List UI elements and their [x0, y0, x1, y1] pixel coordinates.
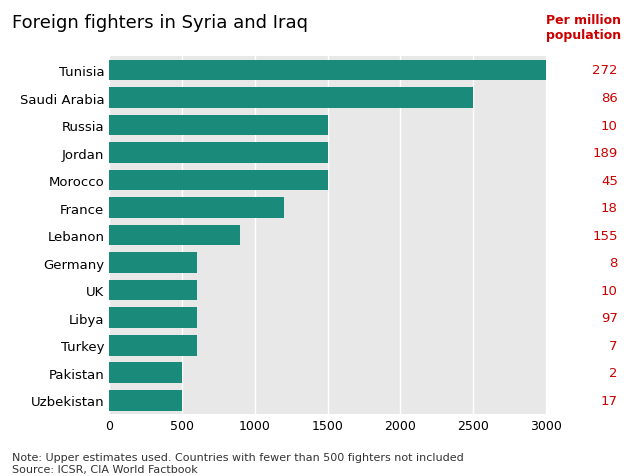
Text: 45: 45	[601, 174, 618, 187]
Bar	[109, 335, 197, 356]
Bar	[109, 253, 197, 273]
Bar	[109, 307, 197, 328]
Text: Foreign fighters in Syria and Iraq: Foreign fighters in Syria and Iraq	[12, 14, 308, 32]
Bar	[109, 363, 182, 383]
Text: 272: 272	[592, 64, 618, 77]
Text: 10: 10	[601, 119, 618, 132]
Bar	[109, 60, 546, 81]
Bar	[109, 280, 197, 301]
Text: 155: 155	[592, 229, 618, 242]
Bar	[109, 198, 284, 218]
Bar	[109, 143, 328, 164]
Bar	[109, 88, 473, 109]
Bar	[109, 390, 182, 411]
Text: 10: 10	[601, 284, 618, 297]
Text: Note: Upper estimates used. Countries with fewer than 500 fighters not included
: Note: Upper estimates used. Countries wi…	[12, 452, 464, 474]
Text: 17: 17	[601, 394, 618, 407]
Text: 18: 18	[601, 202, 618, 215]
Bar	[109, 116, 328, 136]
Text: 189: 189	[593, 147, 618, 160]
Text: 8: 8	[610, 257, 618, 269]
Text: 2: 2	[609, 367, 618, 379]
Text: 86: 86	[601, 92, 618, 105]
Text: Per million
population: Per million population	[546, 14, 621, 42]
Bar	[109, 170, 328, 191]
Text: 97: 97	[601, 311, 618, 325]
Text: 7: 7	[609, 339, 618, 352]
Bar	[109, 225, 240, 246]
